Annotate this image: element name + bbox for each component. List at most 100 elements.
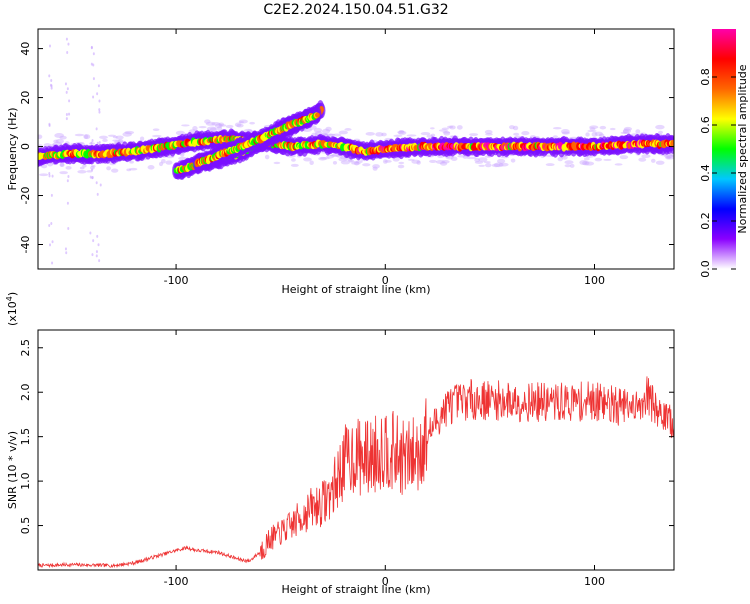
snr-line bbox=[38, 376, 674, 569]
heatmap-haze-cell bbox=[599, 125, 607, 130]
heatmap-haze-cell bbox=[234, 122, 242, 127]
heatmap-speckle bbox=[50, 221, 53, 225]
heatmap-haze-cell bbox=[510, 158, 516, 163]
heatmap-haze-cell bbox=[59, 162, 65, 167]
spectrogram-y-axis-label: Frequency (Hz) bbox=[6, 108, 19, 191]
heatmap-haze-cell bbox=[469, 133, 479, 137]
heatmap-haze-cell bbox=[365, 131, 375, 136]
heatmap-haze-cell bbox=[211, 122, 221, 126]
heatmap-haze-cell bbox=[214, 123, 223, 129]
heatmap-speckle bbox=[96, 92, 99, 96]
heatmap-haze-cell bbox=[204, 119, 211, 124]
heatmap-haze-cell bbox=[107, 134, 117, 137]
heatmap-haze-cell bbox=[319, 157, 330, 160]
heatmap-haze-cell bbox=[491, 163, 501, 168]
heatmap-haze-cell bbox=[623, 126, 633, 131]
heatmap-speckle bbox=[65, 112, 68, 116]
heatmap-speckle bbox=[65, 90, 68, 94]
heatmap-speckle bbox=[67, 42, 70, 46]
colorbar-tick-label: 0.4 bbox=[699, 164, 712, 182]
heatmap-haze-cell bbox=[561, 131, 570, 135]
heatmap-speckle bbox=[97, 84, 100, 88]
heatmap-haze-cell bbox=[372, 164, 380, 169]
heatmap-haze-cell bbox=[443, 131, 451, 136]
heatmap-speckle bbox=[98, 108, 101, 112]
heatmap-haze-cell bbox=[564, 160, 574, 165]
snr-x-tick-label: 100 bbox=[584, 575, 605, 588]
snr-x-axis-label: Height of straight line (km) bbox=[281, 583, 430, 596]
heatmap-haze-cell bbox=[478, 157, 488, 162]
spectrogram-y-tick-label: 0 bbox=[19, 143, 32, 150]
heatmap-haze-cell bbox=[657, 130, 663, 134]
heatmap-haze-cell bbox=[483, 161, 491, 164]
heatmap-speckle bbox=[66, 179, 69, 183]
heatmap-haze-cell bbox=[82, 164, 87, 168]
spectrogram-y-tick-label: 20 bbox=[19, 91, 32, 105]
heatmap-speckle bbox=[50, 78, 53, 82]
spectrogram-x-tick-label: -100 bbox=[164, 274, 189, 287]
heatmap-haze-cell bbox=[582, 160, 590, 166]
heatmap-haze-cell bbox=[303, 157, 312, 162]
heatmap-speckle bbox=[68, 99, 71, 103]
heatmap-haze-cell bbox=[619, 155, 629, 160]
snr-y-multiplier: (x104) bbox=[5, 292, 19, 326]
heatmap-haze-cell bbox=[249, 121, 255, 125]
heatmap-speckle bbox=[48, 172, 51, 176]
heatmap-haze-cell bbox=[557, 156, 563, 162]
heatmap-speckle bbox=[92, 239, 95, 243]
heatmap-haze-cell bbox=[552, 135, 559, 139]
heatmap-speckle bbox=[95, 254, 98, 258]
heatmap-haze-cell bbox=[287, 154, 296, 158]
heatmap-haze-cell bbox=[435, 160, 445, 164]
heatmap-speckle bbox=[48, 223, 51, 227]
heatmap-haze-cell bbox=[569, 163, 575, 168]
heatmap-haze-cell bbox=[603, 158, 612, 161]
heatmap-haze-cell bbox=[462, 155, 468, 159]
heatmap-haze-cell bbox=[122, 132, 132, 137]
heatmap-haze-cell bbox=[331, 153, 340, 157]
heatmap-haze-cell bbox=[392, 157, 400, 162]
heatmap-haze-cell bbox=[614, 163, 623, 166]
heatmap-speckle bbox=[50, 193, 53, 197]
heatmap-haze-cell bbox=[497, 158, 506, 164]
heatmap-haze-cell bbox=[457, 154, 467, 158]
heatmap-haze-cell bbox=[90, 166, 95, 170]
heatmap-speckle bbox=[96, 192, 99, 196]
heatmap-haze-cell bbox=[584, 161, 595, 166]
heatmap-haze-cell bbox=[328, 133, 333, 138]
heatmap-haze-cell bbox=[83, 134, 89, 140]
heatmap-haze-cell bbox=[181, 124, 190, 127]
heatmap-speckle bbox=[91, 139, 94, 143]
heatmap-haze-cell bbox=[53, 139, 59, 143]
heatmap-haze-cell bbox=[398, 130, 407, 135]
heatmap-haze-cell bbox=[152, 128, 160, 132]
heatmap-speckle bbox=[66, 201, 69, 205]
heatmap-haze-cell bbox=[622, 129, 629, 134]
heatmap-haze-cell bbox=[238, 121, 245, 124]
heatmap-speckle bbox=[96, 141, 99, 145]
heatmap-speckle bbox=[91, 176, 94, 180]
heatmap-speckle bbox=[51, 261, 54, 265]
heatmap-speckle bbox=[98, 140, 101, 144]
heatmap-haze-cell bbox=[650, 158, 656, 163]
heatmap-haze-cell bbox=[430, 127, 435, 130]
heatmap-haze-cell bbox=[598, 133, 605, 138]
heatmap-haze-cell bbox=[325, 126, 332, 132]
spectrogram-heatmap bbox=[38, 37, 674, 265]
heatmap-haze-cell bbox=[589, 125, 599, 129]
spectrogram-x-tick-label: 0 bbox=[382, 274, 389, 287]
heatmap-haze-cell bbox=[205, 121, 216, 126]
heatmap-speckle bbox=[98, 259, 101, 263]
heatmap-haze-cell bbox=[609, 127, 616, 131]
heatmap-haze-cell bbox=[165, 160, 173, 165]
heatmap-haze-cell bbox=[561, 129, 570, 134]
heatmap-haze-cell bbox=[111, 168, 119, 173]
heatmap-speckle bbox=[91, 168, 94, 172]
heatmap-haze-cell bbox=[348, 159, 354, 163]
heatmap-haze-cell bbox=[54, 132, 65, 138]
heatmap-speckle bbox=[48, 174, 51, 178]
heatmap-speckle bbox=[68, 112, 71, 116]
heatmap-haze-cell bbox=[641, 154, 651, 159]
heatmap-speckle bbox=[90, 62, 93, 66]
heatmap-haze-cell bbox=[441, 159, 450, 164]
